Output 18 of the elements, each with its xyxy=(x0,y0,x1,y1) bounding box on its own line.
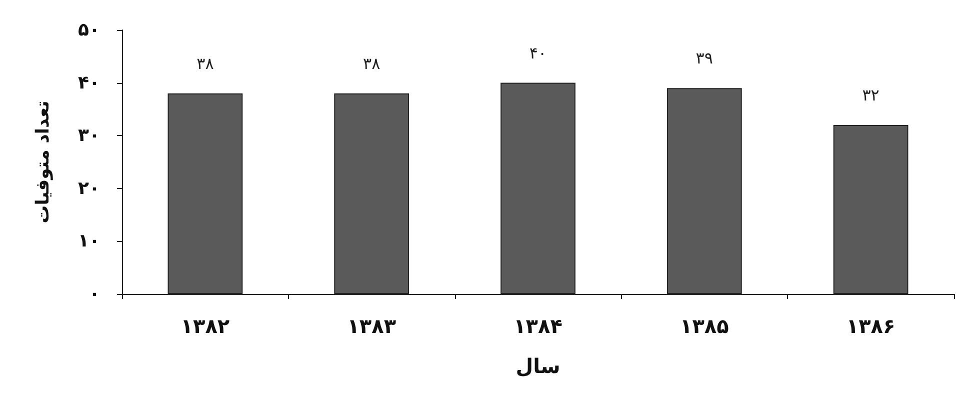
x-tick-label: ۱۳۸۵ xyxy=(680,314,729,338)
data-label: ۳۸ xyxy=(363,54,381,73)
y-tick-label: ۳۰ xyxy=(78,125,100,146)
y-tick-label: ۲۰ xyxy=(78,178,100,199)
y-tick-label: ۴۰ xyxy=(78,72,100,94)
data-label: ۳۲ xyxy=(862,86,880,105)
x-tick-label: ۱۳۸۴ xyxy=(514,314,562,338)
x-tick-label: ۱۳۸۲ xyxy=(180,314,230,338)
data-label: ۴۰ xyxy=(529,43,547,62)
x-axis-title: سال xyxy=(516,354,560,378)
x-tick-label: ۱۳۸۳ xyxy=(347,314,396,338)
y-axis-title: تعداد متوفیات xyxy=(32,100,54,224)
y-tick-label: ۰ xyxy=(89,284,100,304)
y-tick-label: ۱۰ xyxy=(78,230,100,252)
y-tick-label: ۵۰ xyxy=(78,20,100,40)
data-label: ۳۹ xyxy=(696,48,713,68)
data-label: ۳۸ xyxy=(196,54,214,73)
x-tick-label: ۱۳۸۶ xyxy=(846,314,896,338)
